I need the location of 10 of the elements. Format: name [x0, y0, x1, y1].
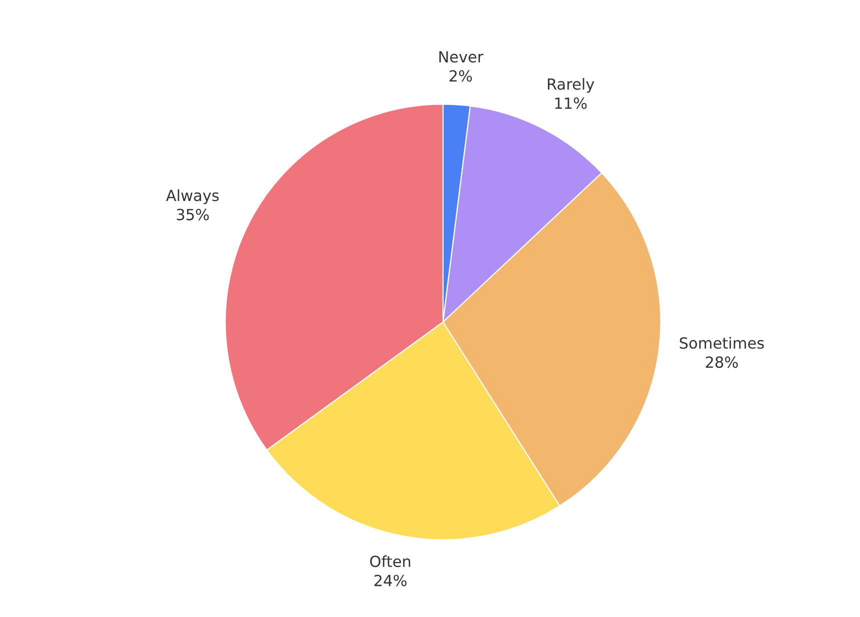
slice-label: Often: [370, 555, 410, 568]
slice-label: Never: [439, 51, 484, 63]
slice-label: Sometimes: [680, 336, 764, 349]
slice-label: Always: [166, 189, 219, 204]
slice-label: Rarely: [548, 78, 594, 93]
data-label: 28%: [706, 356, 738, 368]
data-label: 24%: [374, 574, 406, 586]
data-label: 35%: [176, 208, 209, 220]
data-label: 2%: [450, 70, 472, 82]
data-label: 11%: [555, 97, 587, 109]
